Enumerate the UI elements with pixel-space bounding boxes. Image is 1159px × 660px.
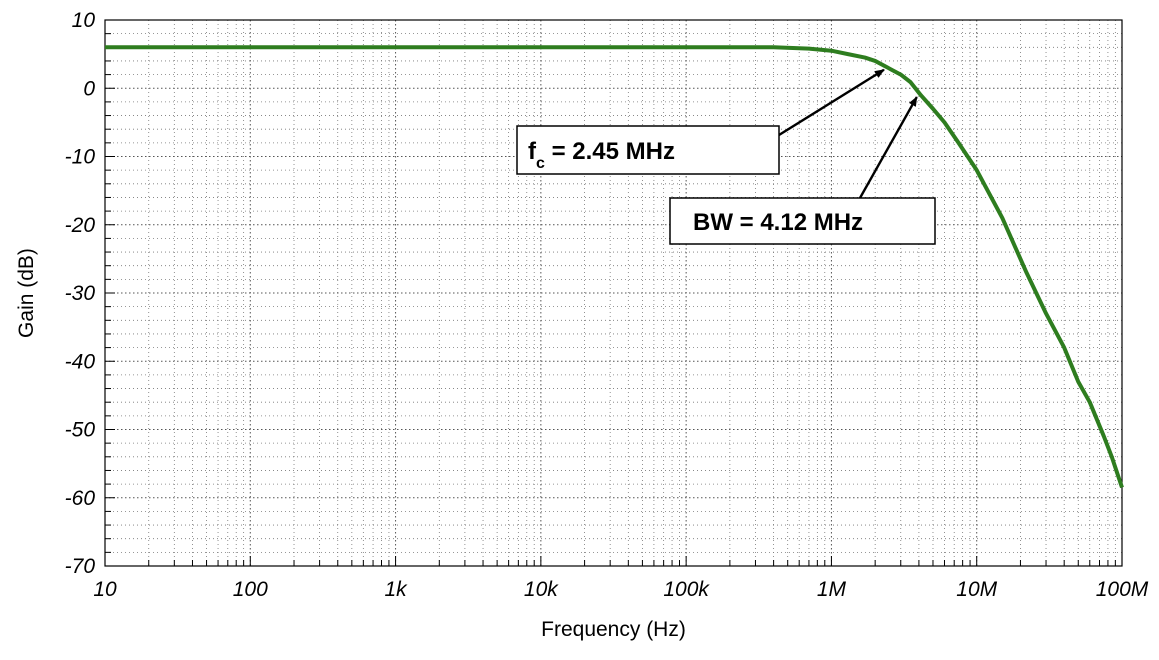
x-tick-labels: 10 100 1k 10k 100k 1M 10M 100M (93, 578, 1148, 601)
y-tick-label: -60 (65, 487, 96, 510)
annotation-fc-label: fc = 2.45 MHz (528, 138, 675, 172)
axis-ticks (104, 19, 1123, 567)
x-axis-title: Frequency (Hz) (541, 618, 686, 641)
x-tick-label: 10M (956, 578, 997, 601)
y-axis-title: Gain (dB) (15, 248, 38, 338)
y-tick-label: -30 (65, 282, 96, 305)
y-tick-label: -50 (65, 419, 96, 442)
y-tick-label: -10 (65, 146, 96, 169)
y-tick-label: -40 (65, 350, 96, 373)
annotation-bw-box (669, 197, 936, 245)
x-tick-label: 1k (384, 578, 408, 601)
x-tick-label: 1M (817, 578, 847, 601)
x-tick-label: 100 (233, 578, 268, 601)
annotation-fc: fc = 2.45 MHz (516, 68, 885, 175)
annotation-fc-arrow (778, 68, 885, 137)
x-tick-label: 100M (1096, 578, 1149, 601)
y-tick-label: 0 (83, 77, 95, 100)
annotation-fc-box (516, 125, 780, 175)
x-tick-label: 10 (93, 578, 117, 601)
x-tick-label: 10k (524, 578, 559, 601)
x-tick-label: 100k (663, 578, 710, 601)
annotation-bw: BW = 4.12 MHz (669, 96, 936, 245)
y-tick-label: -20 (65, 214, 96, 237)
annotation-bw-label: BW = 4.12 MHz (693, 209, 863, 236)
y-tick-labels: 10 0 -10 -20 -30 -40 -50 -60 -70 (65, 9, 96, 578)
y-tick-label: -70 (65, 555, 96, 578)
y-tick-label: 10 (72, 9, 96, 32)
gain-curve (105, 45, 1124, 489)
annotation-bw-arrow (858, 96, 918, 199)
